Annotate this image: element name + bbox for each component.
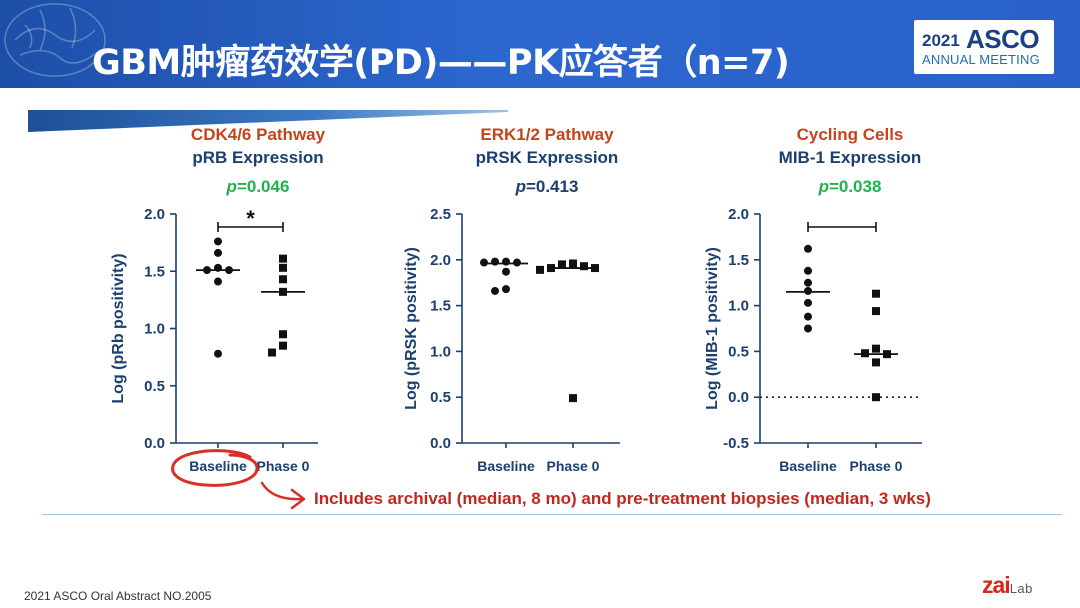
chart-3: -0.5 0.0 0.5 1.0 1.5 2.0 Baseline Phase 0 Log (M… [704,206,922,474]
y-tick-label: 2.5 [430,206,451,223]
chart-2: 0.0 0.5 1.0 1.5 2.0 2.5 Baseline Phase 0 Log (pR… [403,206,620,474]
asco-badge: 2021 ASCO ANNUAL MEETING [914,20,1054,74]
y-tick-label: 1.0 [144,321,165,338]
data-point-square [872,393,880,402]
data-point-square [872,307,880,316]
data-point-circle [491,257,499,266]
data-point-circle [214,248,222,257]
x-tick-label: Phase 0 [850,458,903,474]
y-tick-label: 0.5 [430,389,451,406]
data-point-square [569,259,577,268]
data-point-square [536,265,544,274]
data-point-circle [214,237,222,246]
y-tick-label: 0.0 [728,389,749,406]
data-point-circle [214,277,222,286]
footer-divider [42,514,1062,515]
data-point-circle [502,267,510,276]
header-banner: GBM肿瘤药效学(PD)——PK应答者（n=7) 2021 ASCO ANNUA… [0,0,1080,88]
y-tick-label: 1.5 [144,263,165,280]
data-point-square [569,394,577,403]
citation: 2021 ASCO Oral Abstract NO.2005 [24,589,212,603]
y-tick-label: 2.0 [430,252,451,269]
asco-name: ASCO [966,24,1040,54]
y-axis-label: Log (pRSK positivity) [403,247,420,410]
panel-1-header: CDK4/6 Pathway pRB Expression p=0.046 [191,125,325,197]
data-point-circle [804,244,812,253]
panel-1-pathway: CDK4/6 Pathway [190,125,326,144]
panel-2-header: ERK1/2 Pathway pRSK Expression p=0.413 [476,125,619,197]
data-point-circle [804,312,812,321]
data-point-square [872,358,880,367]
data-point-circle [502,285,510,294]
asco-year: 2021 [922,31,960,50]
panel-3-header: Cycling Cells MIB-1 Expression p=0.038 [779,125,922,197]
data-point-circle [480,258,488,267]
data-point-square [279,275,287,284]
panel-2-expression: pRSK Expression [475,148,619,167]
x-tick-label: Phase 0 [257,458,310,474]
data-point-square [279,263,287,272]
data-point-circle [804,286,812,295]
y-tick-label: 1.5 [728,252,749,269]
panel-3-pvalue: p=0.038 [818,177,882,196]
data-point-circle [804,278,812,287]
y-tick-label: 2.0 [728,206,749,223]
panel-2-pathway: ERK1/2 Pathway [480,125,614,144]
y-tick-label: 0.5 [728,343,749,360]
chart-1: 0.0 0.5 1.0 1.5 2.0 Baseline Phase 0 Log (pRb p… [110,206,318,474]
data-point-square [558,260,566,269]
annotation-note: Includes archival (median, 8 mo) and pre… [314,489,931,508]
data-point-square [580,262,588,271]
y-axis-label: Log (MIB-1 positivity) [704,247,721,410]
x-tick-label: Baseline [477,458,535,474]
data-point-square [872,289,880,298]
data-point-square [872,344,880,353]
data-point-square [268,348,276,357]
data-point-square [861,349,869,358]
page-title: GBM肿瘤药效学(PD)——PK应答者（n=7) [92,43,790,83]
data-point-circle [804,266,812,275]
panel-2-pvalue: p=0.413 [515,177,579,196]
data-point-circle [502,257,510,266]
data-point-circle [513,258,521,267]
panel-1-expression: pRB Expression [192,148,324,167]
data-point-circle [214,349,222,358]
data-point-square [279,254,287,263]
data-point-square [279,330,287,339]
panel-3-pathway: Cycling Cells [796,125,904,144]
x-tick-label: Phase 0 [547,458,600,474]
brain-graphic-icon [4,3,106,77]
y-tick-label: 2.0 [144,206,165,223]
y-tick-label: 1.5 [430,298,451,315]
significance-star: * [246,206,255,231]
y-tick-label: 0.0 [144,435,165,452]
y-tick-label: 0.0 [430,435,451,452]
y-tick-label: -0.5 [723,435,749,452]
panel-1-pvalue: p=0.046 [226,177,290,196]
y-axis-label: Log (pRb positivity) [110,253,127,403]
data-point-square [279,341,287,350]
data-point-circle [804,298,812,307]
data-point-circle [804,324,812,333]
decorative-stripe [28,110,508,132]
data-point-circle [491,286,499,295]
y-tick-label: 1.0 [430,343,451,360]
zai-lab-logo: zaiLab [982,572,1033,598]
panel-3-expression: MIB-1 Expression [778,148,922,167]
y-tick-label: 1.0 [728,298,749,315]
x-tick-label: Baseline [189,458,247,474]
x-tick-label: Baseline [779,458,837,474]
y-tick-label: 0.5 [144,378,165,395]
asco-subtitle: ANNUAL MEETING [922,52,1040,67]
